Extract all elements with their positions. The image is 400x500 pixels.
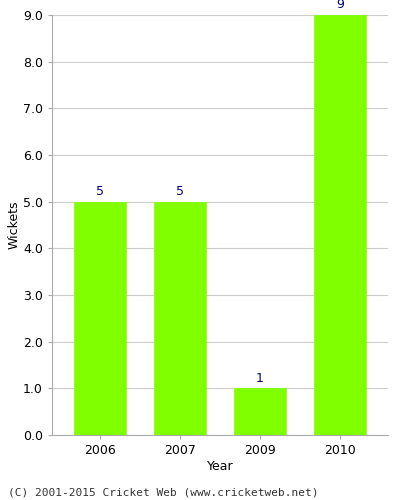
Bar — [314, 15, 366, 435]
Bar — [154, 202, 206, 435]
Text: 9: 9 — [336, 0, 344, 12]
Text: 5: 5 — [176, 185, 184, 198]
X-axis label: Year: Year — [207, 460, 233, 473]
Y-axis label: Wickets: Wickets — [7, 200, 20, 249]
Bar — [74, 202, 126, 435]
Text: 5: 5 — [96, 185, 104, 198]
Text: 1: 1 — [256, 372, 264, 384]
Bar — [234, 388, 286, 435]
Text: (C) 2001-2015 Cricket Web (www.cricketweb.net): (C) 2001-2015 Cricket Web (www.cricketwe… — [8, 488, 318, 498]
